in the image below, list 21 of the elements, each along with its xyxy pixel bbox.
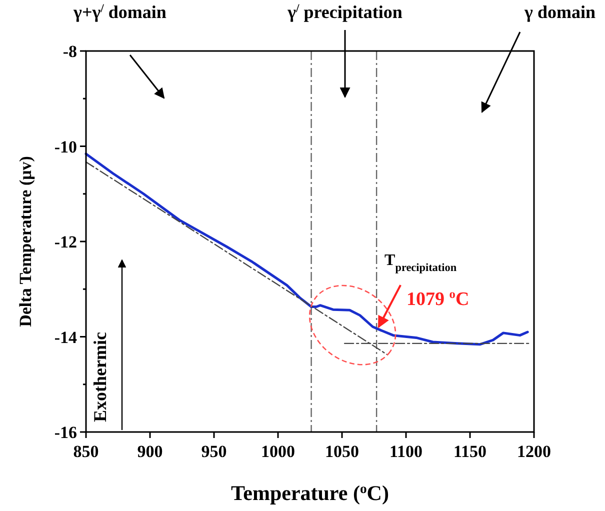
x-tick-label: 950 (201, 442, 227, 461)
y-axis-title: Delta Temperature (μv) (16, 156, 35, 327)
text: γ+γ$^{/}$ domain (72, 2, 166, 22)
x-tick-label: 1000 (261, 442, 295, 461)
x-tick-label: 1150 (453, 442, 487, 461)
y-tick-label: -8 (62, 42, 77, 61)
text: γ$^{/}$ precipitation (286, 2, 402, 22)
annotation: Exothermic (90, 332, 110, 422)
annotation: 1079 $^{o}$C (406, 287, 470, 310)
y-tick-label: -10 (54, 137, 77, 156)
annotation: T$_{precipitation}$ (384, 252, 458, 274)
x-tick-label: 900 (137, 442, 163, 461)
text: γ domain (524, 2, 596, 22)
x-tick-label: 1200 (517, 442, 551, 461)
y-tick-label: -14 (54, 328, 78, 347)
x-tick-label: 850 (73, 442, 99, 461)
x-axis-title: Temperature ($^{o}$C) (231, 480, 389, 505)
y-tick-label: -12 (54, 232, 77, 252)
x-tick-label: 1050 (325, 442, 359, 461)
x-tick-label: 1100 (389, 442, 423, 461)
y-tick-label: -16 (54, 423, 77, 442)
